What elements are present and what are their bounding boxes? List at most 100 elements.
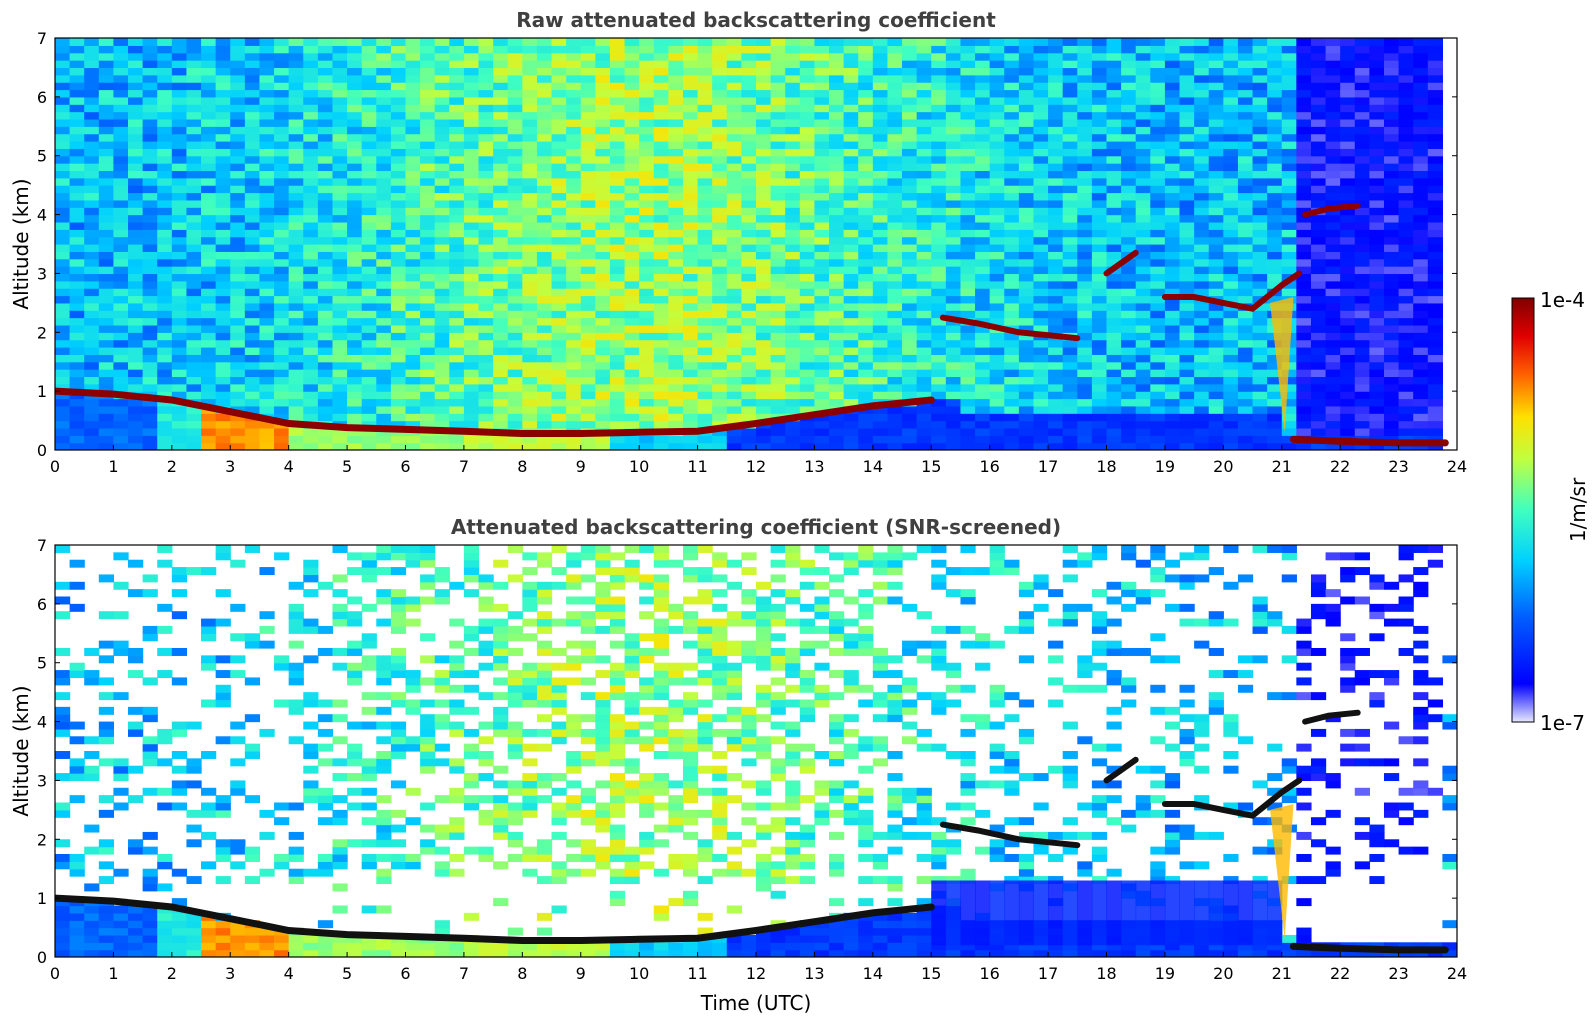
heatmap-cell xyxy=(478,126,494,135)
heatmap-cell xyxy=(507,67,523,76)
heatmap-cell xyxy=(420,111,436,120)
heatmap-cell xyxy=(157,347,173,355)
heatmap-cell xyxy=(434,420,450,429)
heatmap-cell xyxy=(829,96,845,105)
heatmap-cell xyxy=(69,295,85,304)
heatmap-cell xyxy=(522,229,538,238)
heatmap-cell xyxy=(244,52,261,61)
heatmap-cell xyxy=(1194,221,1210,230)
heatmap-cell xyxy=(303,354,319,363)
heatmap-cell xyxy=(945,111,962,120)
heatmap-cell xyxy=(1340,420,1356,429)
heatmap-cell xyxy=(1194,155,1210,164)
heatmap-cell xyxy=(1004,67,1020,76)
heatmap-cell xyxy=(157,185,173,194)
heatmap-cell xyxy=(390,199,407,208)
heatmap-cell xyxy=(1223,258,1239,267)
heatmap-cell xyxy=(1106,332,1122,341)
heatmap-cell xyxy=(1267,192,1283,201)
heatmap-cell xyxy=(128,266,144,275)
heatmap-cell xyxy=(1281,435,1297,444)
heatmap-cell xyxy=(931,45,947,54)
heatmap-cell xyxy=(420,45,436,54)
heatmap-cell xyxy=(142,266,158,275)
heatmap-cell xyxy=(55,52,71,61)
heatmap-cell xyxy=(609,266,626,275)
heatmap-cell xyxy=(609,369,626,378)
heatmap-cell xyxy=(1150,383,1166,392)
heatmap-cell xyxy=(69,339,85,348)
heatmap-cell xyxy=(1310,251,1327,260)
heatmap-cell xyxy=(420,155,436,164)
heatmap-cell xyxy=(1062,398,1078,407)
heatmap-cell xyxy=(376,442,392,450)
heatmap-cell xyxy=(595,420,611,429)
heatmap-cell xyxy=(536,38,553,46)
heatmap-cell xyxy=(347,60,363,69)
heatmap-cell xyxy=(142,177,158,186)
heatmap-cell xyxy=(230,310,246,319)
heatmap-cell xyxy=(770,82,786,91)
heatmap-cell xyxy=(1179,317,1195,326)
heatmap-cell xyxy=(1135,199,1151,208)
heatmap-cell xyxy=(1077,118,1093,127)
heatmap-cell xyxy=(639,199,655,208)
heatmap-cell xyxy=(142,221,158,230)
heatmap-cell xyxy=(682,369,699,378)
heatmap-cell xyxy=(799,369,816,378)
heatmap-cell xyxy=(741,427,757,436)
heatmap-cell xyxy=(361,317,377,326)
heatmap-cell xyxy=(463,199,480,208)
heatmap-cell xyxy=(668,185,684,194)
heatmap-cell xyxy=(799,280,816,289)
heatmap-cell xyxy=(887,347,903,355)
heatmap-cell xyxy=(215,376,231,385)
heatmap-cell xyxy=(1164,148,1181,157)
heatmap-cell xyxy=(376,295,392,304)
heatmap-cell xyxy=(975,221,991,230)
heatmap-cell xyxy=(215,332,231,341)
heatmap-cell xyxy=(1077,369,1093,378)
heatmap-cell xyxy=(756,185,772,194)
heatmap-cell xyxy=(478,244,494,252)
heatmap-cell xyxy=(697,273,713,282)
heatmap-cell xyxy=(230,398,246,407)
heatmap-cell xyxy=(609,45,626,54)
heatmap-cell xyxy=(1121,118,1137,127)
heatmap-cell xyxy=(157,52,173,61)
heatmap-cell xyxy=(551,163,567,172)
heatmap-cell xyxy=(493,420,509,429)
heatmap-cell xyxy=(434,221,450,230)
heatmap-cell xyxy=(726,229,742,238)
heatmap-cell xyxy=(420,273,436,282)
heatmap-cell xyxy=(303,435,319,444)
heatmap-cell xyxy=(624,199,640,208)
heatmap-cell xyxy=(653,148,669,157)
heatmap-cell xyxy=(843,383,859,392)
heatmap-cell xyxy=(303,170,319,179)
heatmap-cell xyxy=(69,155,85,164)
heatmap-cell xyxy=(872,354,889,363)
heatmap-cell xyxy=(536,288,553,297)
heatmap-cell xyxy=(829,317,845,326)
heatmap-cell xyxy=(931,60,947,69)
heatmap-cell xyxy=(1340,214,1356,223)
heatmap-cell xyxy=(463,405,480,414)
heatmap-cell xyxy=(1091,361,1108,370)
heatmap-cell xyxy=(201,163,217,172)
heatmap-cell xyxy=(609,118,626,127)
heatmap-cell xyxy=(960,420,976,429)
heatmap-cell xyxy=(785,170,801,179)
heatmap-cell xyxy=(624,45,640,54)
heatmap-cell xyxy=(1135,192,1151,201)
heatmap-cell xyxy=(1281,236,1297,245)
heatmap-cell xyxy=(843,214,859,223)
heatmap-cell xyxy=(1237,111,1254,120)
heatmap-cell xyxy=(288,207,304,216)
heatmap-cell xyxy=(843,398,859,407)
heatmap-cell xyxy=(157,258,173,267)
heatmap-cell xyxy=(989,435,1005,444)
heatmap-cell xyxy=(434,214,450,223)
heatmap-cell xyxy=(829,427,845,436)
plot-area xyxy=(55,38,1449,450)
